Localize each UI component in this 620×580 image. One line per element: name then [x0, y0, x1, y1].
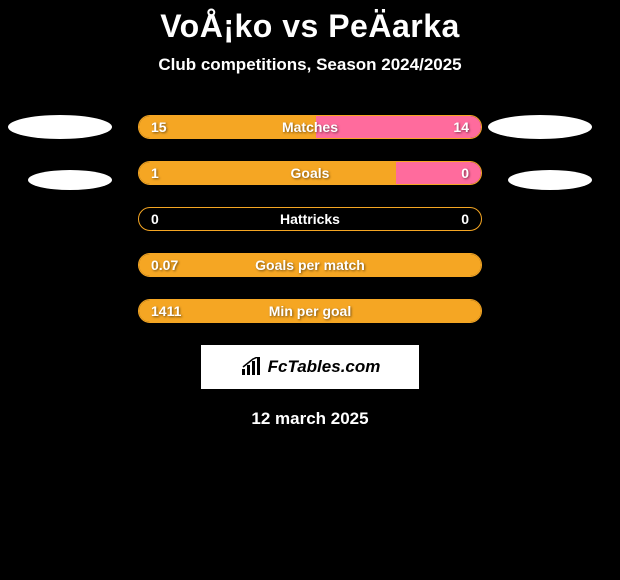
stat-row: 1411 Min per goal — [138, 299, 482, 323]
stat-label: Hattricks — [280, 211, 340, 227]
page-title: VoÅ¡ko vs PeÄarka — [0, 8, 620, 45]
stat-value-right: 0 — [461, 211, 469, 227]
main-container: VoÅ¡ko vs PeÄarka Club competitions, Sea… — [0, 0, 620, 429]
stat-label: Goals — [291, 165, 330, 181]
stat-label: Goals per match — [255, 257, 365, 273]
date-text: 12 march 2025 — [0, 409, 620, 429]
decorative-ellipse — [8, 115, 112, 139]
stat-value-right: 0 — [461, 165, 469, 181]
decorative-ellipse — [488, 115, 592, 139]
stat-fill-left — [139, 162, 396, 184]
logo-box[interactable]: FcTables.com — [201, 345, 419, 389]
stats-area: 15 Matches 14 1 Goals 0 0 Hattricks 0 0.07 Goals p… — [0, 115, 620, 323]
chart-icon — [240, 357, 264, 377]
stat-row: 15 Matches 14 — [138, 115, 482, 139]
stat-value-right: 14 — [453, 119, 469, 135]
stat-row: 1 Goals 0 — [138, 161, 482, 185]
stat-row: 0 Hattricks 0 — [138, 207, 482, 231]
decorative-ellipse — [28, 170, 112, 190]
stat-value-left: 1 — [151, 165, 159, 181]
logo-text: FcTables.com — [268, 357, 381, 377]
stat-value-left: 0.07 — [151, 257, 178, 273]
stat-label: Matches — [282, 119, 338, 135]
stat-value-left: 15 — [151, 119, 167, 135]
logo-content: FcTables.com — [240, 357, 381, 377]
subtitle: Club competitions, Season 2024/2025 — [0, 55, 620, 75]
stat-value-left: 1411 — [151, 303, 181, 319]
stat-value-left: 0 — [151, 211, 159, 227]
stat-row: 0.07 Goals per match — [138, 253, 482, 277]
decorative-ellipse — [508, 170, 592, 190]
stat-label: Min per goal — [269, 303, 351, 319]
